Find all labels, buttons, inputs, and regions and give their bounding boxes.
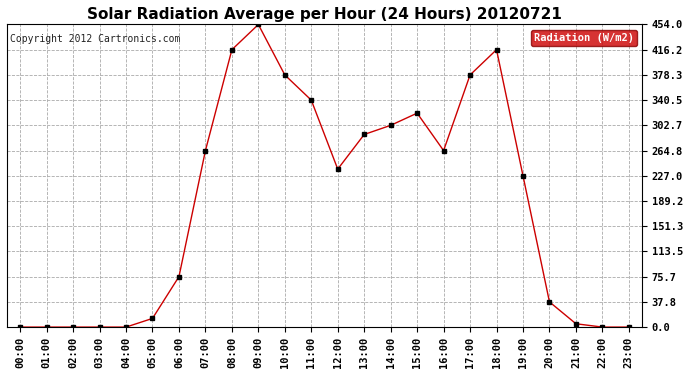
Legend: Radiation (W/m2): Radiation (W/m2): [531, 30, 637, 46]
Title: Solar Radiation Average per Hour (24 Hours) 20120721: Solar Radiation Average per Hour (24 Hou…: [87, 7, 562, 22]
Text: Copyright 2012 Cartronics.com: Copyright 2012 Cartronics.com: [10, 34, 181, 44]
